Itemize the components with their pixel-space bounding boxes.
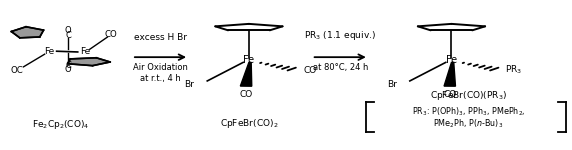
Text: CpFeBr(CO)(PR$_3$): CpFeBr(CO)(PR$_3$) (430, 89, 507, 102)
Text: at 80°C, 24 h: at 80°C, 24 h (312, 63, 368, 72)
Text: C: C (65, 61, 71, 70)
Text: PR$_3$: PR$_3$ (505, 64, 522, 76)
Text: excess H Br: excess H Br (134, 33, 187, 42)
Text: CO: CO (443, 90, 456, 99)
Polygon shape (240, 62, 252, 86)
Text: Fe: Fe (44, 47, 54, 56)
Text: O: O (65, 65, 72, 74)
Text: Br: Br (387, 80, 396, 89)
Text: C: C (65, 31, 71, 40)
Text: CO: CO (303, 66, 316, 75)
Polygon shape (444, 62, 455, 86)
Text: PR$_3$: P(OPh)$_3$, PPh$_3$, PMePh$_2$,: PR$_3$: P(OPh)$_3$, PPh$_3$, PMePh$_2$, (412, 105, 525, 118)
Text: Fe: Fe (446, 55, 457, 65)
Text: PMe$_2$Ph, P($n$-Bu)$_3$: PMe$_2$Ph, P($n$-Bu)$_3$ (434, 117, 504, 130)
Text: Fe: Fe (243, 55, 255, 65)
Polygon shape (68, 58, 110, 66)
Text: Br: Br (184, 80, 194, 89)
Text: CO: CO (105, 30, 117, 39)
Polygon shape (11, 27, 43, 38)
Text: Fe: Fe (80, 47, 90, 56)
Text: Fe$_2$Cp$_2$(CO)$_4$: Fe$_2$Cp$_2$(CO)$_4$ (32, 118, 89, 130)
Text: PR$_3$ (1.1 equiv.): PR$_3$ (1.1 equiv.) (304, 29, 376, 42)
Text: OC: OC (10, 66, 23, 75)
Text: Air Oxidation
at r.t., 4 h: Air Oxidation at r.t., 4 h (133, 63, 188, 82)
Text: CpFeBr(CO)$_2$: CpFeBr(CO)$_2$ (220, 117, 278, 130)
Text: O: O (65, 26, 72, 35)
Text: CO: CO (240, 90, 253, 99)
